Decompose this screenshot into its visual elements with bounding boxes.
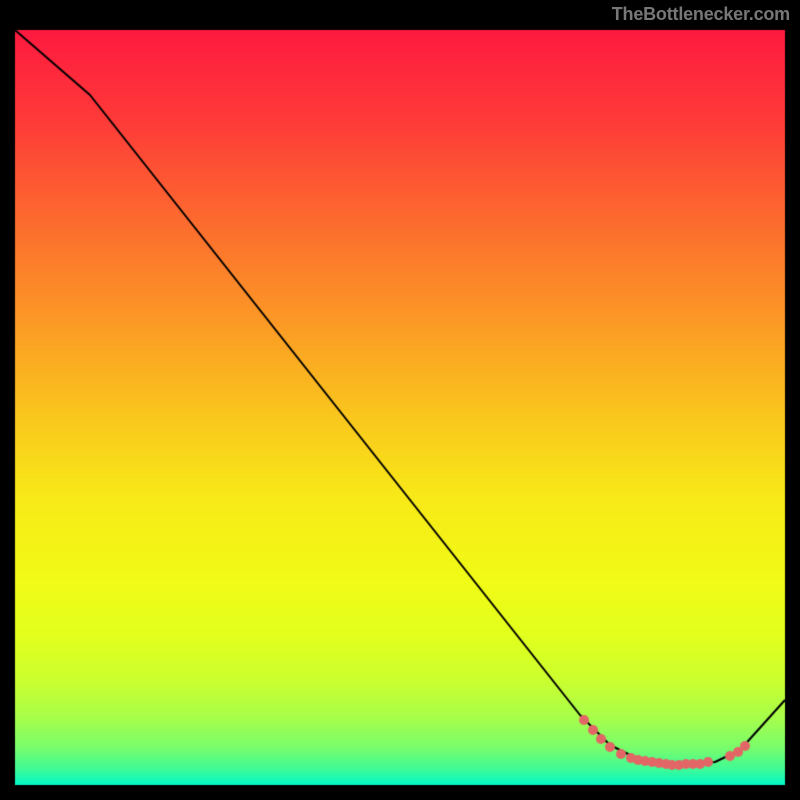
watermark-text: TheBottlenecker.com [612,4,790,25]
chart-canvas [0,0,800,800]
chart-stage: TheBottlenecker.com [0,0,800,800]
